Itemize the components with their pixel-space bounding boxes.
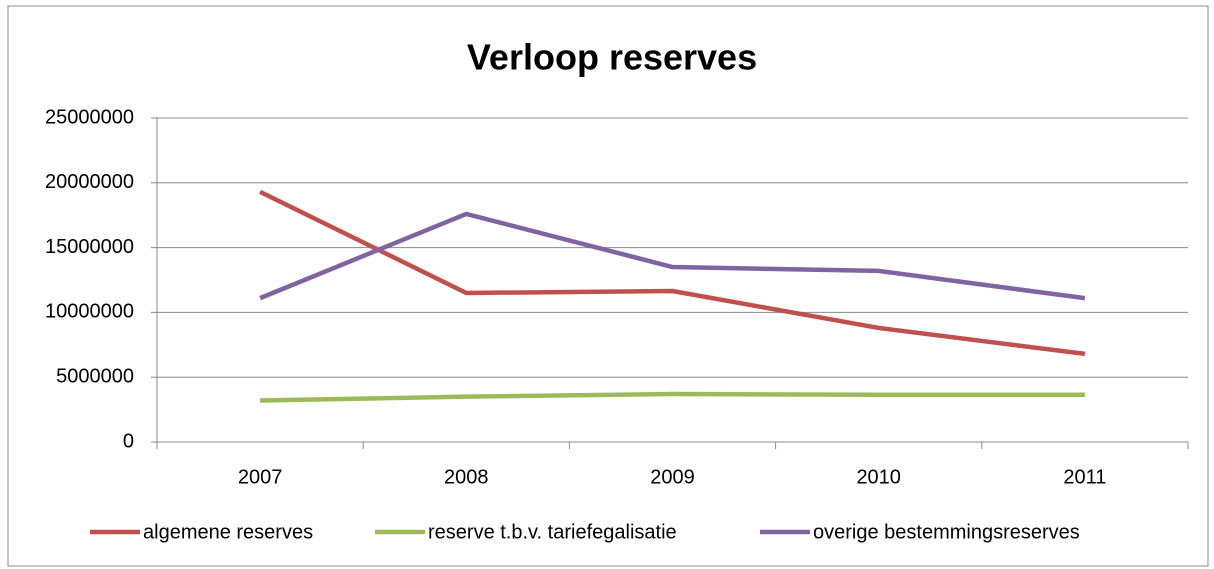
x-tick-label: 2008: [444, 466, 489, 488]
series-line: [259, 189, 1086, 357]
legend-label: overige bestemmingsreserves: [813, 521, 1080, 543]
legend-label: reserve t.b.v. tariefegalisatie: [428, 521, 677, 543]
x-tick-label: 2011: [1063, 466, 1106, 488]
series-line: [259, 211, 1086, 301]
x-tick-label: 2009: [650, 466, 695, 488]
y-tick-label: 25000000: [45, 106, 134, 128]
y-tick-label: 20000000: [45, 171, 134, 193]
y-tick-label: 5000000: [56, 365, 134, 387]
y-tick-label: 10000000: [45, 301, 134, 323]
series-line: [260, 391, 1085, 403]
chart-title: Verloop reserves: [467, 37, 757, 78]
legend-label: algemene reserves: [143, 521, 313, 543]
x-tick-label: 2007: [238, 466, 283, 488]
x-tick-label: 2010: [856, 466, 901, 488]
chart-border: [7, 5, 1209, 567]
y-tick-label: 0: [123, 430, 134, 452]
y-tick-label: 15000000: [45, 236, 134, 258]
